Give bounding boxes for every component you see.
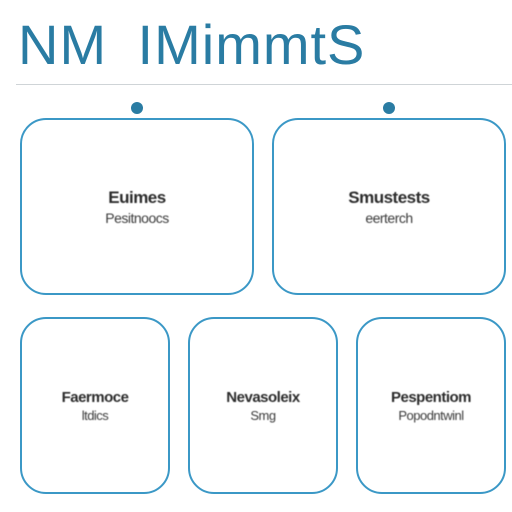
box-title: Faermoce (62, 389, 129, 406)
box-top-2: Smustests eerterch (272, 118, 506, 295)
box-title: Smustests (348, 188, 429, 208)
diagram-row-1: Euimes Pesitnoocs Smustests eerterch (20, 118, 506, 295)
box-subtitle: ltdics (82, 408, 109, 423)
box-title: Nevasoleix (226, 389, 299, 406)
heading-part-2: IMimmtS (138, 13, 366, 76)
box-subtitle: Smg (250, 408, 275, 423)
box-top-1: Euimes Pesitnoocs (20, 118, 254, 295)
connector-dot (383, 102, 395, 114)
box-subtitle: Popodntwinl (398, 408, 463, 423)
box-subtitle: eerterch (365, 210, 412, 226)
heading-part-1: NM (18, 13, 107, 76)
box-bottom-2: Nevasoleix Smg (188, 317, 338, 494)
connector-dot (131, 102, 143, 114)
box-bottom-3: Pespentiom Popodntwinl (356, 317, 506, 494)
diagram-grid: Euimes Pesitnoocs Smustests eerterch Fae… (20, 118, 506, 494)
box-subtitle: Pesitnoocs (105, 210, 168, 226)
box-title: Euimes (108, 188, 165, 208)
heading-rule (16, 84, 512, 85)
box-title: Pespentiom (391, 389, 471, 406)
box-bottom-1: Faermoce ltdics (20, 317, 170, 494)
heading: NM IMimmtS (0, 12, 512, 77)
diagram-row-2: Faermoce ltdics Nevasoleix Smg Pespentio… (20, 317, 506, 494)
